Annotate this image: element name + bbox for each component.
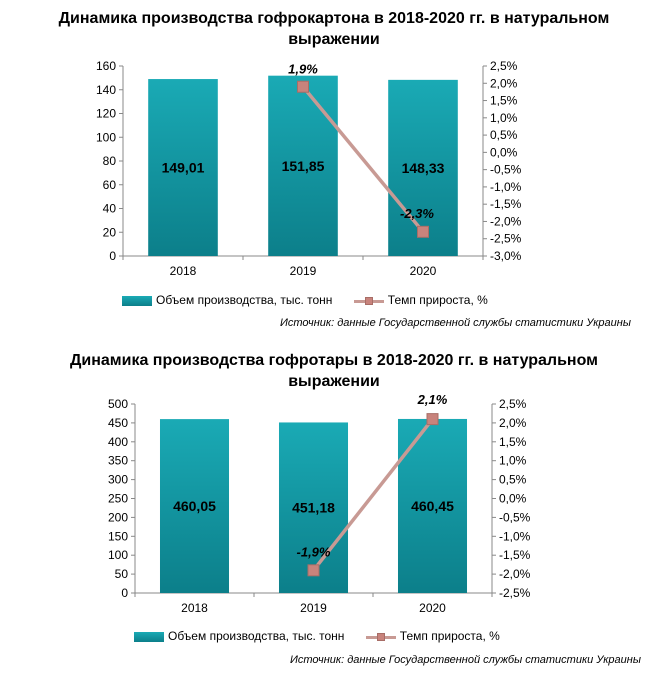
y-right-tick-label: 1,5% <box>490 94 518 108</box>
chart-title-line1: Динамика производства гофротары в 2018-2… <box>69 352 598 369</box>
legend-item-bar: Объем производства, тыс. тонн <box>134 629 344 643</box>
growth-rate-label: 2,1% <box>417 392 448 407</box>
y-right-tick-label: -1,0% <box>499 529 531 543</box>
y-left-tick-label: 20 <box>103 225 117 239</box>
bar-value-label: 148,33 <box>402 160 445 176</box>
legend-swatch-line <box>365 632 396 642</box>
y-right-tick-label: 2,5% <box>499 397 527 411</box>
bar-value-label: 151,85 <box>282 158 325 174</box>
chart-corrugated-packaging: Динамика производства гофротары в 2018-2… <box>0 340 668 683</box>
chart-legend: Объем производства, тыс. тонн Темп приро… <box>122 292 506 307</box>
y-right-tick-label: -2,0% <box>499 567 531 581</box>
legend-label-line: Темп прироста, % <box>387 292 488 307</box>
bar-value-label: 460,45 <box>411 498 454 514</box>
y-right-tick-label: 1,0% <box>490 111 518 125</box>
chart-plot: 0 20 40 60 80 100 120 140 160 -3,0% -2,5% -2,0% -1,5… <box>96 59 522 278</box>
x-tick-label: 2020 <box>410 264 437 278</box>
legend-swatch-line <box>353 296 384 306</box>
x-tick-label: 2019 <box>290 264 317 278</box>
y-right-tick-label: -1,5% <box>490 197 522 211</box>
y-right-tick-label: -2,0% <box>490 214 522 228</box>
legend-item-bar: Объем производства, тыс. тонн <box>122 293 332 307</box>
legend-item-line: Темп прироста, % <box>365 628 500 643</box>
y-left-tick-label: 0 <box>109 249 116 263</box>
y-right-tick-label: 0,5% <box>490 128 518 142</box>
y-right-tick-label: 0,0% <box>490 145 518 159</box>
x-tick-label: 2018 <box>170 264 197 278</box>
growth-rate-label: -2,3% <box>400 206 434 221</box>
y-right-tick-label: 2,0% <box>490 76 518 90</box>
legend-swatch-bar <box>134 631 164 642</box>
legend-label-line: Темп прироста, % <box>399 628 500 643</box>
chart-plot: 0 50 100 150 200 250 300 350 400 450 500 -2,5% -2,0%… <box>108 392 531 615</box>
legend-item-line: Темп прироста, % <box>353 292 488 307</box>
legend-swatch-bar <box>122 295 152 306</box>
bar-value-label: 149,01 <box>162 160 205 176</box>
y-right-tick-label: -3,0% <box>490 249 522 263</box>
chart-corrugated-board: Динамика производства гофрокартона в 201… <box>0 0 668 340</box>
legend-label-bar: Объем производства, тыс. тонн <box>156 292 333 307</box>
chart-source: Источник: данные Государственной службы … <box>290 654 641 666</box>
chart-title: Динамика производства гофротары в 2018-2… <box>0 350 668 392</box>
growth-rate-label: -1,9% <box>297 544 331 559</box>
growth-rate-line <box>312 418 434 572</box>
chart-legend: Объем производства, тыс. тонн Темп приро… <box>134 628 518 643</box>
y-left-tick-label: 150 <box>108 529 128 543</box>
y-left-tick-label: 160 <box>96 59 116 73</box>
y-right-tick-label: 0,5% <box>499 473 527 487</box>
y-left-tick-label: 100 <box>108 548 128 562</box>
y-left-tick-label: 140 <box>96 83 116 97</box>
bar-2019 <box>268 75 338 256</box>
y-left-tick-label: 40 <box>103 202 117 216</box>
y-right-tick-label: -2,5% <box>490 232 522 246</box>
growth-rate-point <box>417 225 429 238</box>
y-left-tick-label: 120 <box>96 107 116 121</box>
chart-title-line2: выражении <box>288 31 380 48</box>
y-left-tick-label: 400 <box>108 435 128 449</box>
y-right-tick-label: 1,0% <box>499 454 527 468</box>
y-right-tick-label: -1,5% <box>499 548 531 562</box>
y-right-tick-label: 2,0% <box>499 416 527 430</box>
chart-title-line2: выражении <box>288 373 380 390</box>
x-tick-label: 2019 <box>300 601 327 615</box>
y-left-tick-label: 60 <box>103 178 117 192</box>
y-left-tick-label: 0 <box>121 586 128 600</box>
y-left-tick-label: 250 <box>108 492 128 506</box>
growth-rate-point <box>297 80 309 93</box>
x-tick-label: 2018 <box>181 601 208 615</box>
bar-2018 <box>159 419 230 593</box>
y-left-tick-label: 300 <box>108 473 128 487</box>
chart-title-line1: Динамика производства гофрокартона в 201… <box>58 10 610 27</box>
growth-rate-point <box>426 413 439 426</box>
growth-rate-point <box>307 564 320 577</box>
y-right-tick-label: 0,0% <box>499 492 527 506</box>
bar-value-label: 460,05 <box>173 498 216 514</box>
y-left-tick-label: 450 <box>108 416 128 430</box>
x-tick-label: 2020 <box>419 601 446 615</box>
y-right-tick-label: -0,5% <box>490 163 522 177</box>
chart-source: Источник: данные Государственной службы … <box>280 317 631 329</box>
y-right-tick-label: 1,5% <box>499 435 527 449</box>
y-left-tick-label: 500 <box>108 397 128 411</box>
chart-title: Динамика производства гофрокартона в 201… <box>0 8 668 50</box>
y-left-tick-label: 100 <box>96 130 116 144</box>
bar-2018 <box>148 79 218 256</box>
bar-value-label: 451,18 <box>292 500 335 516</box>
y-right-tick-label: 2,5% <box>490 59 518 73</box>
y-right-tick-label: -0,5% <box>499 510 531 524</box>
y-left-tick-label: 200 <box>108 510 128 524</box>
y-right-tick-label: -1,0% <box>490 180 522 194</box>
y-left-tick-label: 350 <box>108 454 128 468</box>
legend-label-bar: Объем производства, тыс. тонн <box>168 628 345 643</box>
y-left-tick-label: 50 <box>115 567 129 581</box>
y-right-tick-label: -2,5% <box>499 586 531 600</box>
growth-rate-line <box>301 85 425 233</box>
y-left-tick-label: 80 <box>103 154 117 168</box>
growth-rate-label: 1,9% <box>288 62 318 77</box>
